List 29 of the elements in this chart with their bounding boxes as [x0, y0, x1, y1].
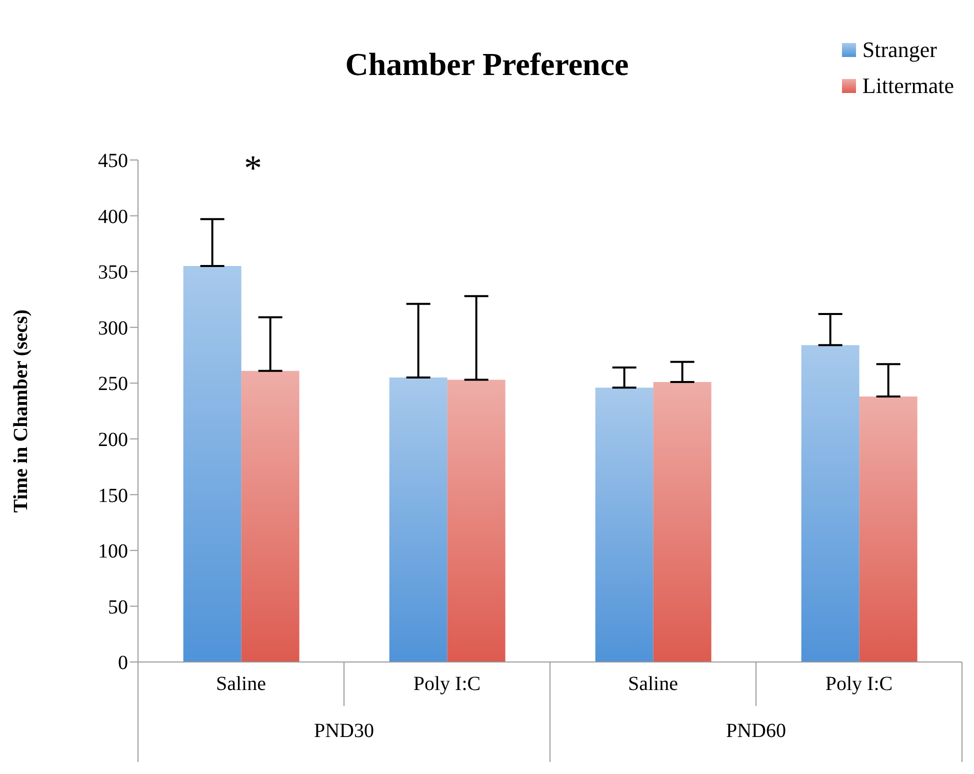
bar: [653, 382, 712, 662]
bar: [801, 345, 860, 662]
y-tick-label: 250: [98, 373, 128, 396]
chart-title: Chamber Preference: [345, 46, 629, 82]
x-tick-label: Poly I:C: [413, 673, 481, 695]
legend-label: Littermate: [862, 72, 954, 100]
x-tick-label: Saline: [216, 673, 266, 695]
text: PND60: [724, 720, 787, 743]
y-axis-title: Time in Chamber (secs): [10, 309, 32, 513]
y-tick-label: 300: [98, 317, 128, 340]
x-tick-label: Saline: [628, 673, 678, 695]
y-tick-label: 100: [98, 540, 128, 563]
bar: [447, 380, 506, 662]
y-tick-label: 200: [98, 428, 128, 451]
legend-label: Stranger: [862, 36, 937, 64]
annotation: *: [243, 148, 263, 188]
y-tick-label: 350: [98, 262, 128, 284]
y-tick-label: 150: [98, 484, 128, 507]
y-tick-label: 50: [108, 596, 128, 618]
x-tick-label: Poly I:C: [825, 673, 893, 695]
bar: [859, 396, 918, 662]
bar: [595, 388, 654, 662]
y-tick-label: 0: [118, 652, 128, 674]
bar: [183, 266, 242, 662]
y-tick-label: 400: [98, 206, 128, 228]
text: PND30: [312, 720, 375, 743]
bar: [389, 378, 448, 662]
bar: [241, 370, 300, 662]
y-tick-label: 450: [98, 150, 128, 172]
